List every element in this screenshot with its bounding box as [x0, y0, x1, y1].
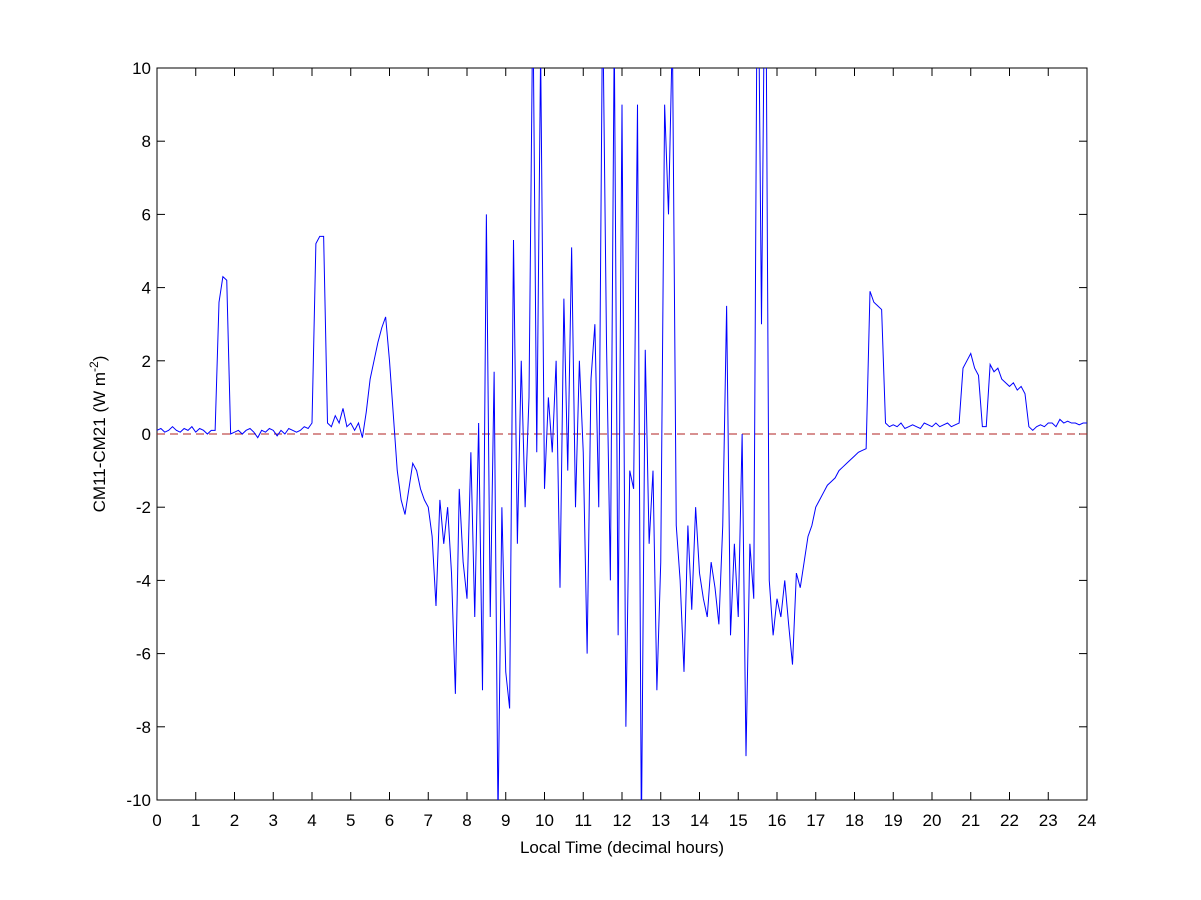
x-tick-label: 4	[307, 811, 316, 830]
y-tick-label: 2	[142, 352, 151, 371]
y-tick-label: -2	[136, 498, 151, 517]
y-label-sup: -2	[87, 361, 101, 372]
y-tick-label: 10	[132, 59, 151, 78]
y-tick-label: 4	[142, 279, 151, 298]
x-tick-label: 0	[152, 811, 161, 830]
x-tick-label: 10	[535, 811, 554, 830]
x-tick-label: 23	[1039, 811, 1058, 830]
x-tick-label: 24	[1078, 811, 1097, 830]
y-tick-label: -4	[136, 571, 151, 590]
x-tick-label: 21	[961, 811, 980, 830]
y-axis-label: CM11-CM21 (W m-2)	[87, 356, 109, 513]
x-axis-label: Local Time (decimal hours)	[520, 838, 724, 857]
y-label-end: )	[90, 356, 109, 362]
x-tick-label: 13	[651, 811, 670, 830]
x-tick-label: 22	[1000, 811, 1019, 830]
y-tick-label: 0	[142, 425, 151, 444]
x-tick-label: 15	[729, 811, 748, 830]
y-tick-label: -6	[136, 645, 151, 664]
y-tick-label: 8	[142, 132, 151, 151]
x-tick-label: 5	[346, 811, 355, 830]
y-tick-label: -8	[136, 718, 151, 737]
x-tick-label: 3	[269, 811, 278, 830]
x-tick-label: 2	[230, 811, 239, 830]
x-tick-label: 20	[923, 811, 942, 830]
y-tick-label: -10	[126, 791, 151, 810]
y-tick-label: 6	[142, 205, 151, 224]
y-label-main: CM11-CM21 (W m	[90, 372, 109, 512]
x-tick-label: 18	[845, 811, 864, 830]
x-tick-label: 6	[385, 811, 394, 830]
x-tick-label: 1	[191, 811, 200, 830]
x-tick-label: 11	[574, 811, 592, 830]
x-tick-label: 9	[501, 811, 510, 830]
x-tick-label: 19	[884, 811, 903, 830]
x-tick-label: 16	[768, 811, 787, 830]
x-tick-label: 8	[462, 811, 471, 830]
data-line	[157, 68, 1087, 800]
x-tick-label: 7	[424, 811, 433, 830]
x-tick-label: 17	[806, 811, 825, 830]
x-tick-label: 14	[690, 811, 709, 830]
x-tick-label: 12	[613, 811, 632, 830]
